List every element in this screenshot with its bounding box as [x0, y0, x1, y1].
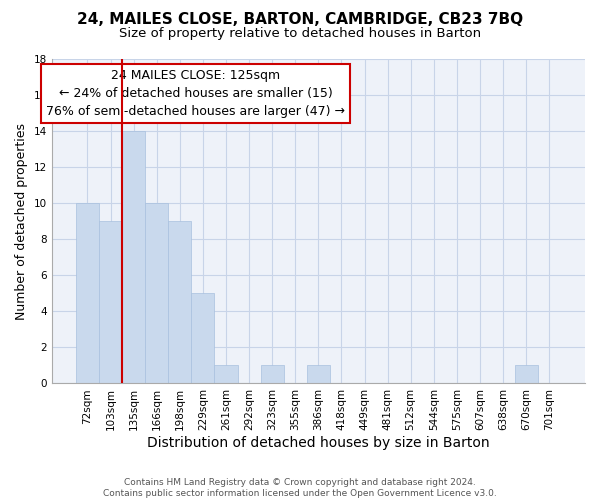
Text: Contains HM Land Registry data © Crown copyright and database right 2024.
Contai: Contains HM Land Registry data © Crown c… — [103, 478, 497, 498]
Bar — [191, 294, 214, 384]
Bar — [122, 131, 145, 384]
Bar — [76, 203, 99, 384]
Y-axis label: Number of detached properties: Number of detached properties — [15, 122, 28, 320]
Bar — [214, 366, 238, 384]
Text: Size of property relative to detached houses in Barton: Size of property relative to detached ho… — [119, 28, 481, 40]
Bar — [168, 221, 191, 384]
Bar — [145, 203, 168, 384]
Text: 24, MAILES CLOSE, BARTON, CAMBRIDGE, CB23 7BQ: 24, MAILES CLOSE, BARTON, CAMBRIDGE, CB2… — [77, 12, 523, 28]
Bar — [515, 366, 538, 384]
Bar — [99, 221, 122, 384]
Text: 24 MAILES CLOSE: 125sqm
← 24% of detached houses are smaller (15)
76% of semi-de: 24 MAILES CLOSE: 125sqm ← 24% of detache… — [46, 68, 345, 117]
Bar — [260, 366, 284, 384]
X-axis label: Distribution of detached houses by size in Barton: Distribution of detached houses by size … — [147, 436, 490, 450]
Bar — [307, 366, 330, 384]
